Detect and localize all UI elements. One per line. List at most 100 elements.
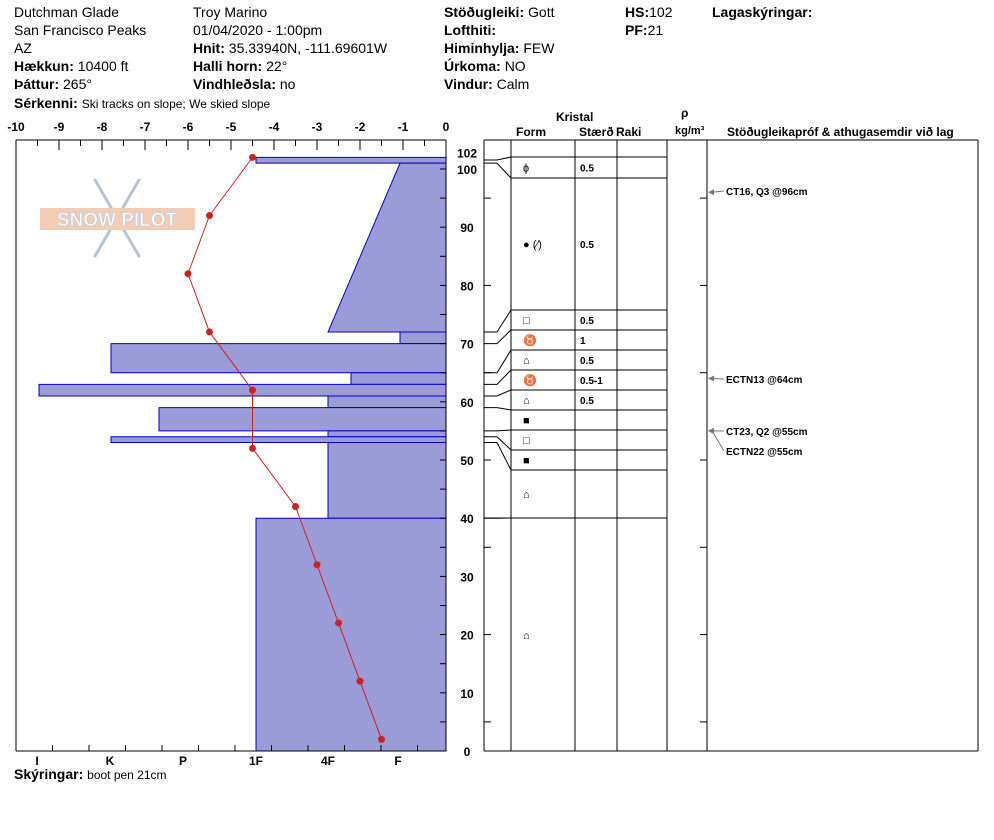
hs: 102 [649, 4, 673, 20]
temp-tick-label: -4 [269, 120, 280, 134]
crystal-header: Kristal [556, 110, 594, 124]
temperature-point [206, 212, 213, 220]
layer-connector [484, 162, 512, 179]
slope: 22° [266, 58, 288, 74]
grain-form: ⌂ [523, 395, 530, 407]
grain-form: ⌂ [523, 489, 530, 501]
temperature-point [206, 328, 213, 336]
elevation: 10400 ft [77, 58, 129, 74]
elevation-label: Hækkun: [14, 58, 74, 74]
pf: 21 [647, 22, 664, 38]
temp-tick-label: -8 [97, 120, 108, 134]
grain-form: □ [523, 435, 530, 447]
wind-loading: no [279, 76, 296, 92]
temperature-point [249, 153, 256, 161]
hardness-bar [38, 383, 447, 397]
air-temp-label: Lofthiti: [444, 22, 497, 38]
features-label: Sérkenni: [14, 95, 78, 111]
temperature-point [292, 503, 299, 511]
temp-tick-label: 0 [443, 120, 450, 134]
grain-size: 0.5 [580, 164, 594, 175]
notes: boot pen 21cm [87, 768, 167, 782]
hardness-bar [255, 156, 447, 164]
slope-label: Halli horn: [193, 58, 263, 74]
temperature-point [378, 735, 385, 743]
hardness-bar [327, 442, 447, 519]
temp-tick-label: -1 [398, 120, 409, 134]
grain-form: ♉ [523, 334, 537, 347]
hardness-tick-label: F [394, 754, 401, 768]
layer-connector [484, 389, 512, 397]
observer: Troy Marino [193, 4, 268, 20]
size-header: Stærð [579, 125, 614, 139]
sky: FEW [523, 40, 555, 56]
height-tick-label: 0 [464, 745, 471, 759]
grain-form: ■ [523, 415, 530, 427]
precip-label: Úrkoma: [444, 58, 501, 74]
grain-size: 0.5 [580, 356, 594, 367]
grain-size: 0.5 [580, 316, 594, 327]
logo-text: SNOW PILOT [57, 210, 178, 231]
density-header: kg/m³ [675, 125, 705, 137]
temp-tick-label: -6 [183, 120, 194, 134]
height-tick-label: 80 [460, 279, 474, 293]
range: San Francisco Peaks [14, 22, 147, 38]
form-header: Form [516, 125, 546, 139]
temp-tick-label: -2 [355, 120, 366, 134]
grain-form: ɸ [523, 163, 529, 175]
stability-test: ECTN13 @64cm [726, 375, 803, 386]
hardness-bar [327, 395, 447, 409]
hardness-bar [255, 517, 447, 752]
notes-label: Skýringar: [14, 766, 84, 782]
hardness-bar [110, 436, 447, 444]
hardness-bar [327, 162, 447, 333]
wind: Calm [496, 76, 530, 92]
temp-tick-label: -3 [312, 120, 323, 134]
height-tick-label: 30 [460, 570, 474, 584]
grain-form: ⌂ [523, 355, 530, 367]
layer-notes-label: Lagaskýringar: [712, 4, 813, 20]
layer-connector [484, 309, 512, 333]
hardness-tick-label: 1F [249, 754, 263, 768]
height-tick-label: 102 [457, 146, 477, 160]
grain-form: ● (⁄) [523, 239, 542, 251]
hardness-bar [350, 372, 447, 385]
temp-tick-label: -5 [226, 120, 237, 134]
stability-label: Stöðugleiki: [444, 4, 525, 20]
location: Dutchman Glade [14, 4, 120, 20]
stability-test: ECTN22 @55cm [726, 447, 803, 458]
sky-label: Himinhylja: [444, 40, 520, 56]
grain-form: ■ [523, 455, 530, 467]
state: AZ [14, 40, 32, 56]
height-tick-label: 60 [460, 396, 474, 410]
stability-test: CT23, Q2 @55cm [726, 427, 808, 438]
stability: Gott [528, 4, 555, 20]
temperature-point [335, 619, 342, 627]
layer-connector [484, 442, 512, 471]
features: Ski tracks on slope; We skied slope [81, 97, 271, 111]
test-arrow-icon [708, 375, 714, 382]
hardness-bar [399, 331, 447, 345]
temp-tick-label: -7 [140, 120, 151, 134]
layer-connector [484, 429, 512, 432]
hardness-tick-label: K [106, 754, 115, 768]
height-tick-label: 10 [460, 687, 474, 701]
height-tick-label: 20 [460, 629, 474, 643]
grain-size: 0.5 [580, 240, 594, 251]
temperature-point [184, 270, 192, 278]
coords: 35.33940N, -111.69601W [228, 40, 388, 56]
height-tick-label: 50 [460, 454, 474, 468]
precip: NO [504, 58, 526, 74]
moisture-header: Raki [616, 125, 642, 139]
hardness-bar [110, 343, 447, 374]
temperature-point [249, 386, 256, 394]
height-tick-label: 40 [460, 512, 474, 526]
grain-size: 1 [580, 336, 586, 347]
temperature-point [356, 677, 364, 685]
grain-form: ⌂ [523, 630, 530, 642]
layer-connector [484, 349, 512, 374]
aspect: 265° [63, 76, 92, 92]
tests-header: Stöðugleikapróf & athugasemdir við lag [727, 125, 954, 139]
